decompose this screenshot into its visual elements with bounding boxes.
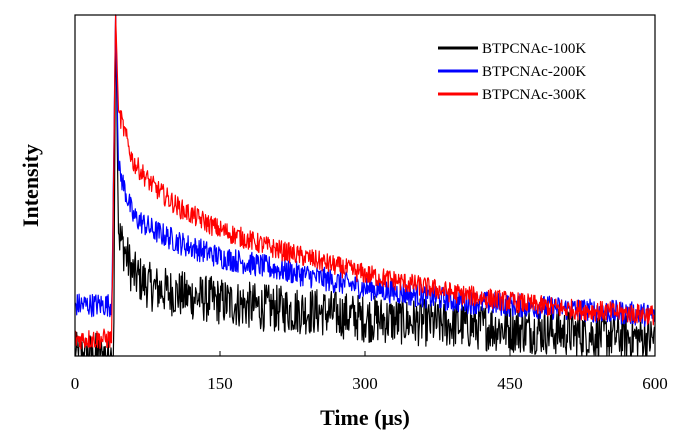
x-tick-label: 450 (497, 374, 523, 393)
x-axis: 0 150 300 450 600 (71, 351, 668, 393)
legend-label: BTPCNAc-300K (482, 87, 586, 103)
x-axis-title: Time (μs) (320, 405, 410, 430)
legend: BTPCNAc-100K BTPCNAc-200K BTPCNAc-300K (438, 41, 586, 103)
series-line-btpcnac-200k (74, 14, 655, 327)
series-line-btpcnac-300k (74, 14, 655, 350)
x-tick-label: 600 (642, 374, 668, 393)
x-tick-label: 300 (352, 374, 378, 393)
y-axis-title: Intensity (18, 144, 43, 227)
series-line-btpcnac-100k (74, 14, 655, 357)
legend-label: BTPCNAc-100K (482, 41, 586, 57)
x-tick-label: 0 (71, 374, 80, 393)
x-tick-label: 150 (207, 374, 233, 393)
traces-layer (74, 14, 655, 357)
legend-label: BTPCNAc-200K (482, 64, 586, 80)
